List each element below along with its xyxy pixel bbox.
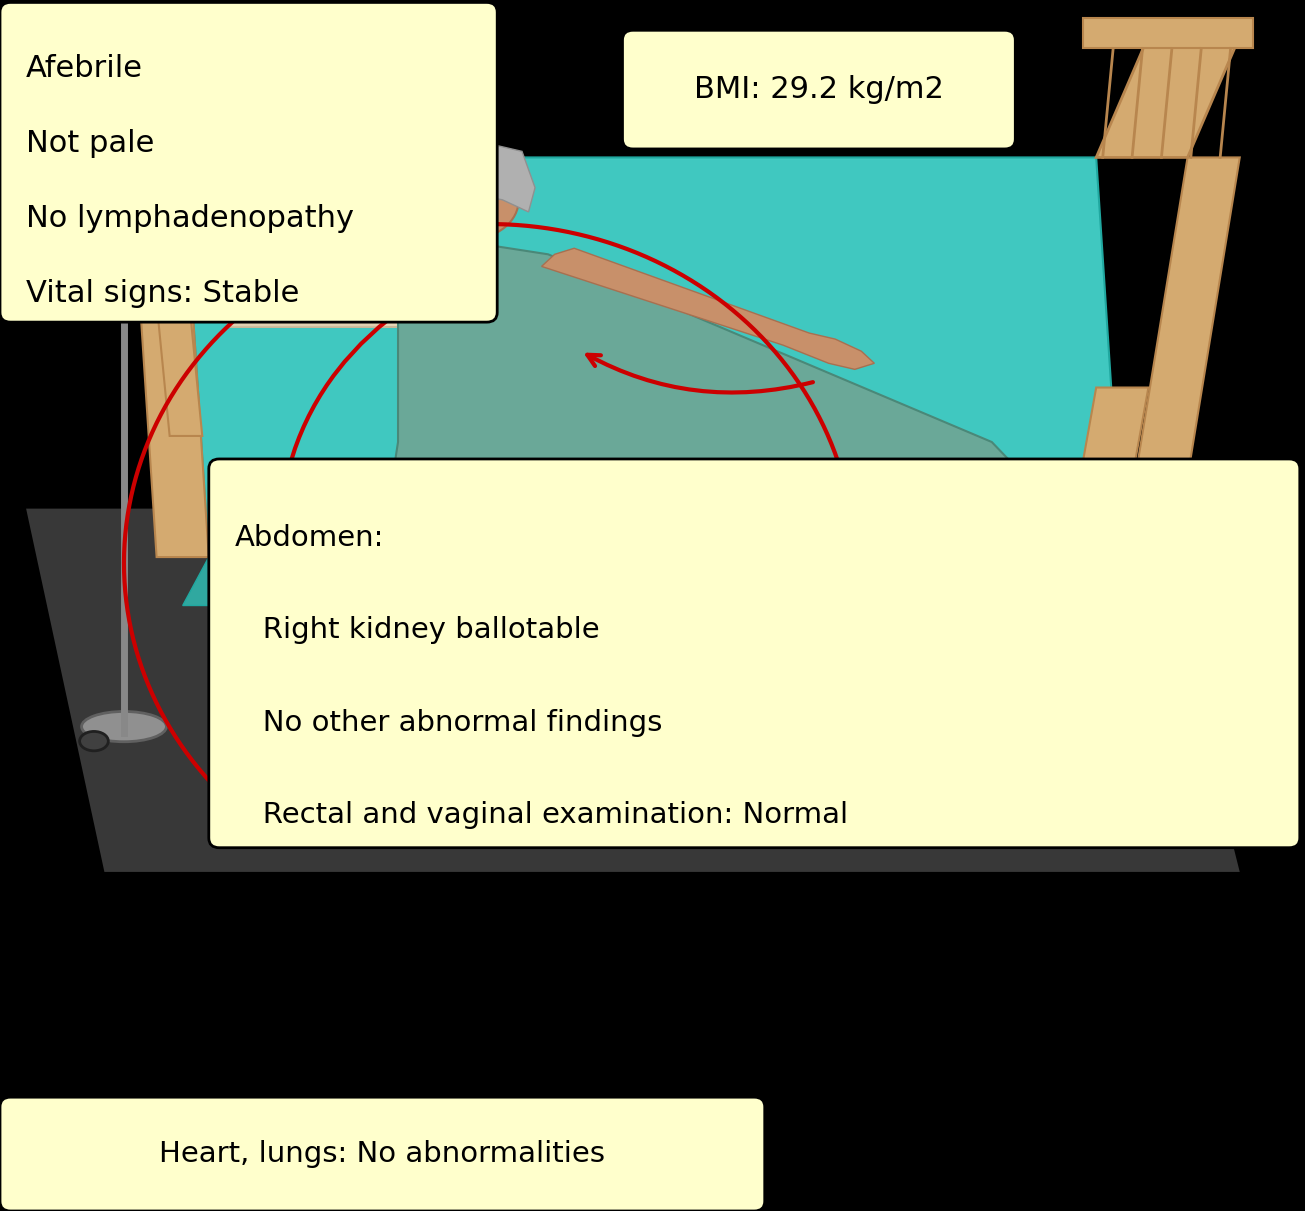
FancyBboxPatch shape [209, 459, 1300, 848]
Polygon shape [1096, 36, 1240, 157]
Polygon shape [157, 303, 202, 436]
Polygon shape [274, 557, 1174, 690]
Text: No lymphadenopathy: No lymphadenopathy [26, 205, 354, 233]
Polygon shape [130, 12, 261, 30]
Ellipse shape [420, 161, 518, 240]
Text: BMI: 29.2 kg/m2: BMI: 29.2 kg/m2 [694, 75, 944, 104]
Polygon shape [392, 242, 1070, 539]
Text: Not pale: Not pale [26, 130, 154, 157]
Ellipse shape [264, 667, 298, 689]
Ellipse shape [1094, 667, 1125, 689]
Text: Abdomen:: Abdomen: [235, 524, 384, 552]
FancyBboxPatch shape [0, 2, 497, 322]
Text: Vital signs: Stable: Vital signs: Stable [26, 280, 299, 308]
Text: No other abnormal findings: No other abnormal findings [235, 708, 662, 736]
Polygon shape [209, 176, 385, 327]
Ellipse shape [81, 712, 167, 741]
Polygon shape [26, 509, 1240, 872]
Polygon shape [130, 24, 222, 157]
Text: Heart, lungs: No abnormalities: Heart, lungs: No abnormalities [159, 1140, 606, 1169]
Text: Right kidney ballotable: Right kidney ballotable [235, 616, 599, 644]
Ellipse shape [80, 731, 108, 751]
Polygon shape [1122, 157, 1240, 557]
FancyBboxPatch shape [0, 1097, 765, 1211]
Polygon shape [542, 248, 874, 369]
Text: Rectal and vaginal examination: Normal: Rectal and vaginal examination: Normal [235, 800, 848, 828]
Polygon shape [130, 157, 209, 557]
Polygon shape [183, 157, 1122, 557]
Polygon shape [950, 527, 1031, 575]
Text: Afebrile: Afebrile [26, 54, 144, 82]
Polygon shape [1070, 388, 1148, 533]
Polygon shape [183, 557, 1122, 606]
Polygon shape [920, 503, 992, 551]
FancyBboxPatch shape [622, 30, 1015, 149]
Polygon shape [157, 157, 209, 557]
Polygon shape [1083, 18, 1253, 48]
Polygon shape [209, 176, 496, 327]
Polygon shape [411, 139, 535, 212]
